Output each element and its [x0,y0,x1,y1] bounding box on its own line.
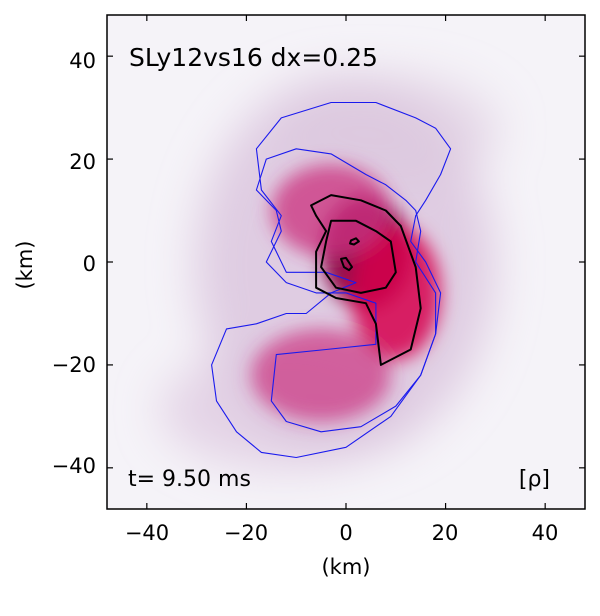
contour-core-peak-1 [349,237,360,246]
contour-outer-high-density [310,194,422,366]
field-label: [ρ] [519,467,550,492]
x-axis-label: (km) [321,555,370,579]
density-blobs [251,164,441,422]
contour-inner-high-density [320,219,397,294]
x-tick-label: −40 [125,521,169,545]
y-tick-label: 40 [69,49,96,73]
y-tick-label: 20 [69,150,96,174]
x-tick-label: 20 [432,521,459,545]
contour-core-peak-2 [340,256,353,272]
density-blob [350,225,441,360]
x-tick-label: −20 [224,521,268,545]
density-blob [251,328,391,422]
x-tick-label: 0 [339,521,352,545]
y-tick-labels: −40 −20 0 20 40 [52,49,96,478]
y-tick-label: 0 [83,252,96,276]
time-label: t= 9.50 ms [128,467,251,492]
y-axis-label: (km) [13,240,37,289]
axis-ticks [107,15,585,509]
x-tick-label: 40 [532,521,559,545]
contour-outer-low-density [211,101,452,459]
y-tick-label: −40 [52,454,96,478]
y-tick-label: −20 [52,353,96,377]
density-contours [211,101,452,459]
density-blob [271,164,391,257]
plot-title: SLy12vs16 dx=0.25 [129,43,378,72]
x-tick-labels: −40 −20 0 20 40 [125,521,559,545]
